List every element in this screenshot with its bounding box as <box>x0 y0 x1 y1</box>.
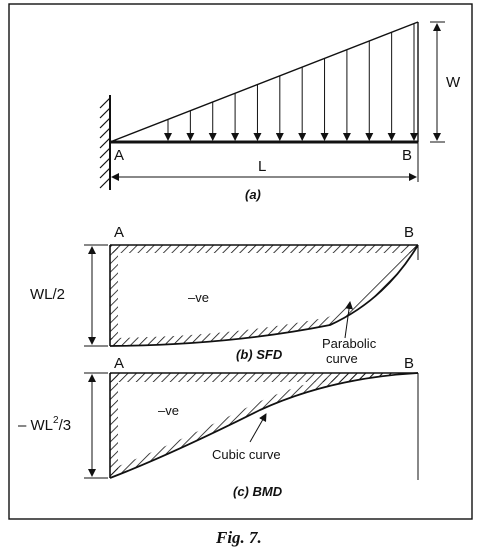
bmd-ordinate-exponent: 2 <box>53 415 59 426</box>
caption-c: (c) BMD <box>233 484 283 499</box>
sfd-curve-pointer <box>344 301 353 339</box>
outer-frame <box>8 3 473 520</box>
bmd-sign-label: –ve <box>158 403 179 418</box>
bmd-hatching <box>110 373 418 478</box>
bmd-curve-note: Cubic curve <box>212 447 281 462</box>
sfd-hatching <box>110 245 418 346</box>
caption-b: (b) SFD <box>236 347 283 362</box>
panel-a: A B L W (a) <box>99 21 461 202</box>
sfd-parabolic-curve <box>109 244 419 347</box>
caption-a: (a) <box>245 187 261 202</box>
bmd-curve-pointer <box>249 413 267 443</box>
figure-caption: Fig. 7. <box>215 528 262 547</box>
sfd-curve-note-line2: curve <box>326 351 358 366</box>
bmd-end-label-b: B <box>404 355 414 372</box>
end-label-a: A <box>114 147 124 164</box>
panel-c: A B – WL2/3 –ve Cubic curve (c) BMD <box>18 355 419 499</box>
sfd-end-label-a: A <box>114 224 124 241</box>
sfd-ordinate-label: WL/2 <box>30 286 65 303</box>
load-envelope <box>109 21 419 143</box>
bmd-ordinate-tail: /3 <box>59 417 72 434</box>
bmd-ordinate-label: – WL2/3 <box>18 415 71 434</box>
panel-b: A B WL/2 –ve Parabolic curve (b) SFD <box>30 224 419 366</box>
bmd-ordinate-main: – WL <box>18 417 53 434</box>
span-label: L <box>258 158 266 175</box>
sfd-sign-label: –ve <box>188 290 209 305</box>
sfd-end-label-b: B <box>404 224 414 241</box>
bmd-end-label-a: A <box>114 355 124 372</box>
sfd-curve-note-line1: Parabolic <box>322 336 377 351</box>
fixed-support-hatching <box>99 97 111 189</box>
load-label: W <box>446 74 461 91</box>
load-arrows <box>164 23 418 141</box>
bmd-cubic-curve <box>109 372 419 479</box>
end-label-b: B <box>402 147 412 164</box>
